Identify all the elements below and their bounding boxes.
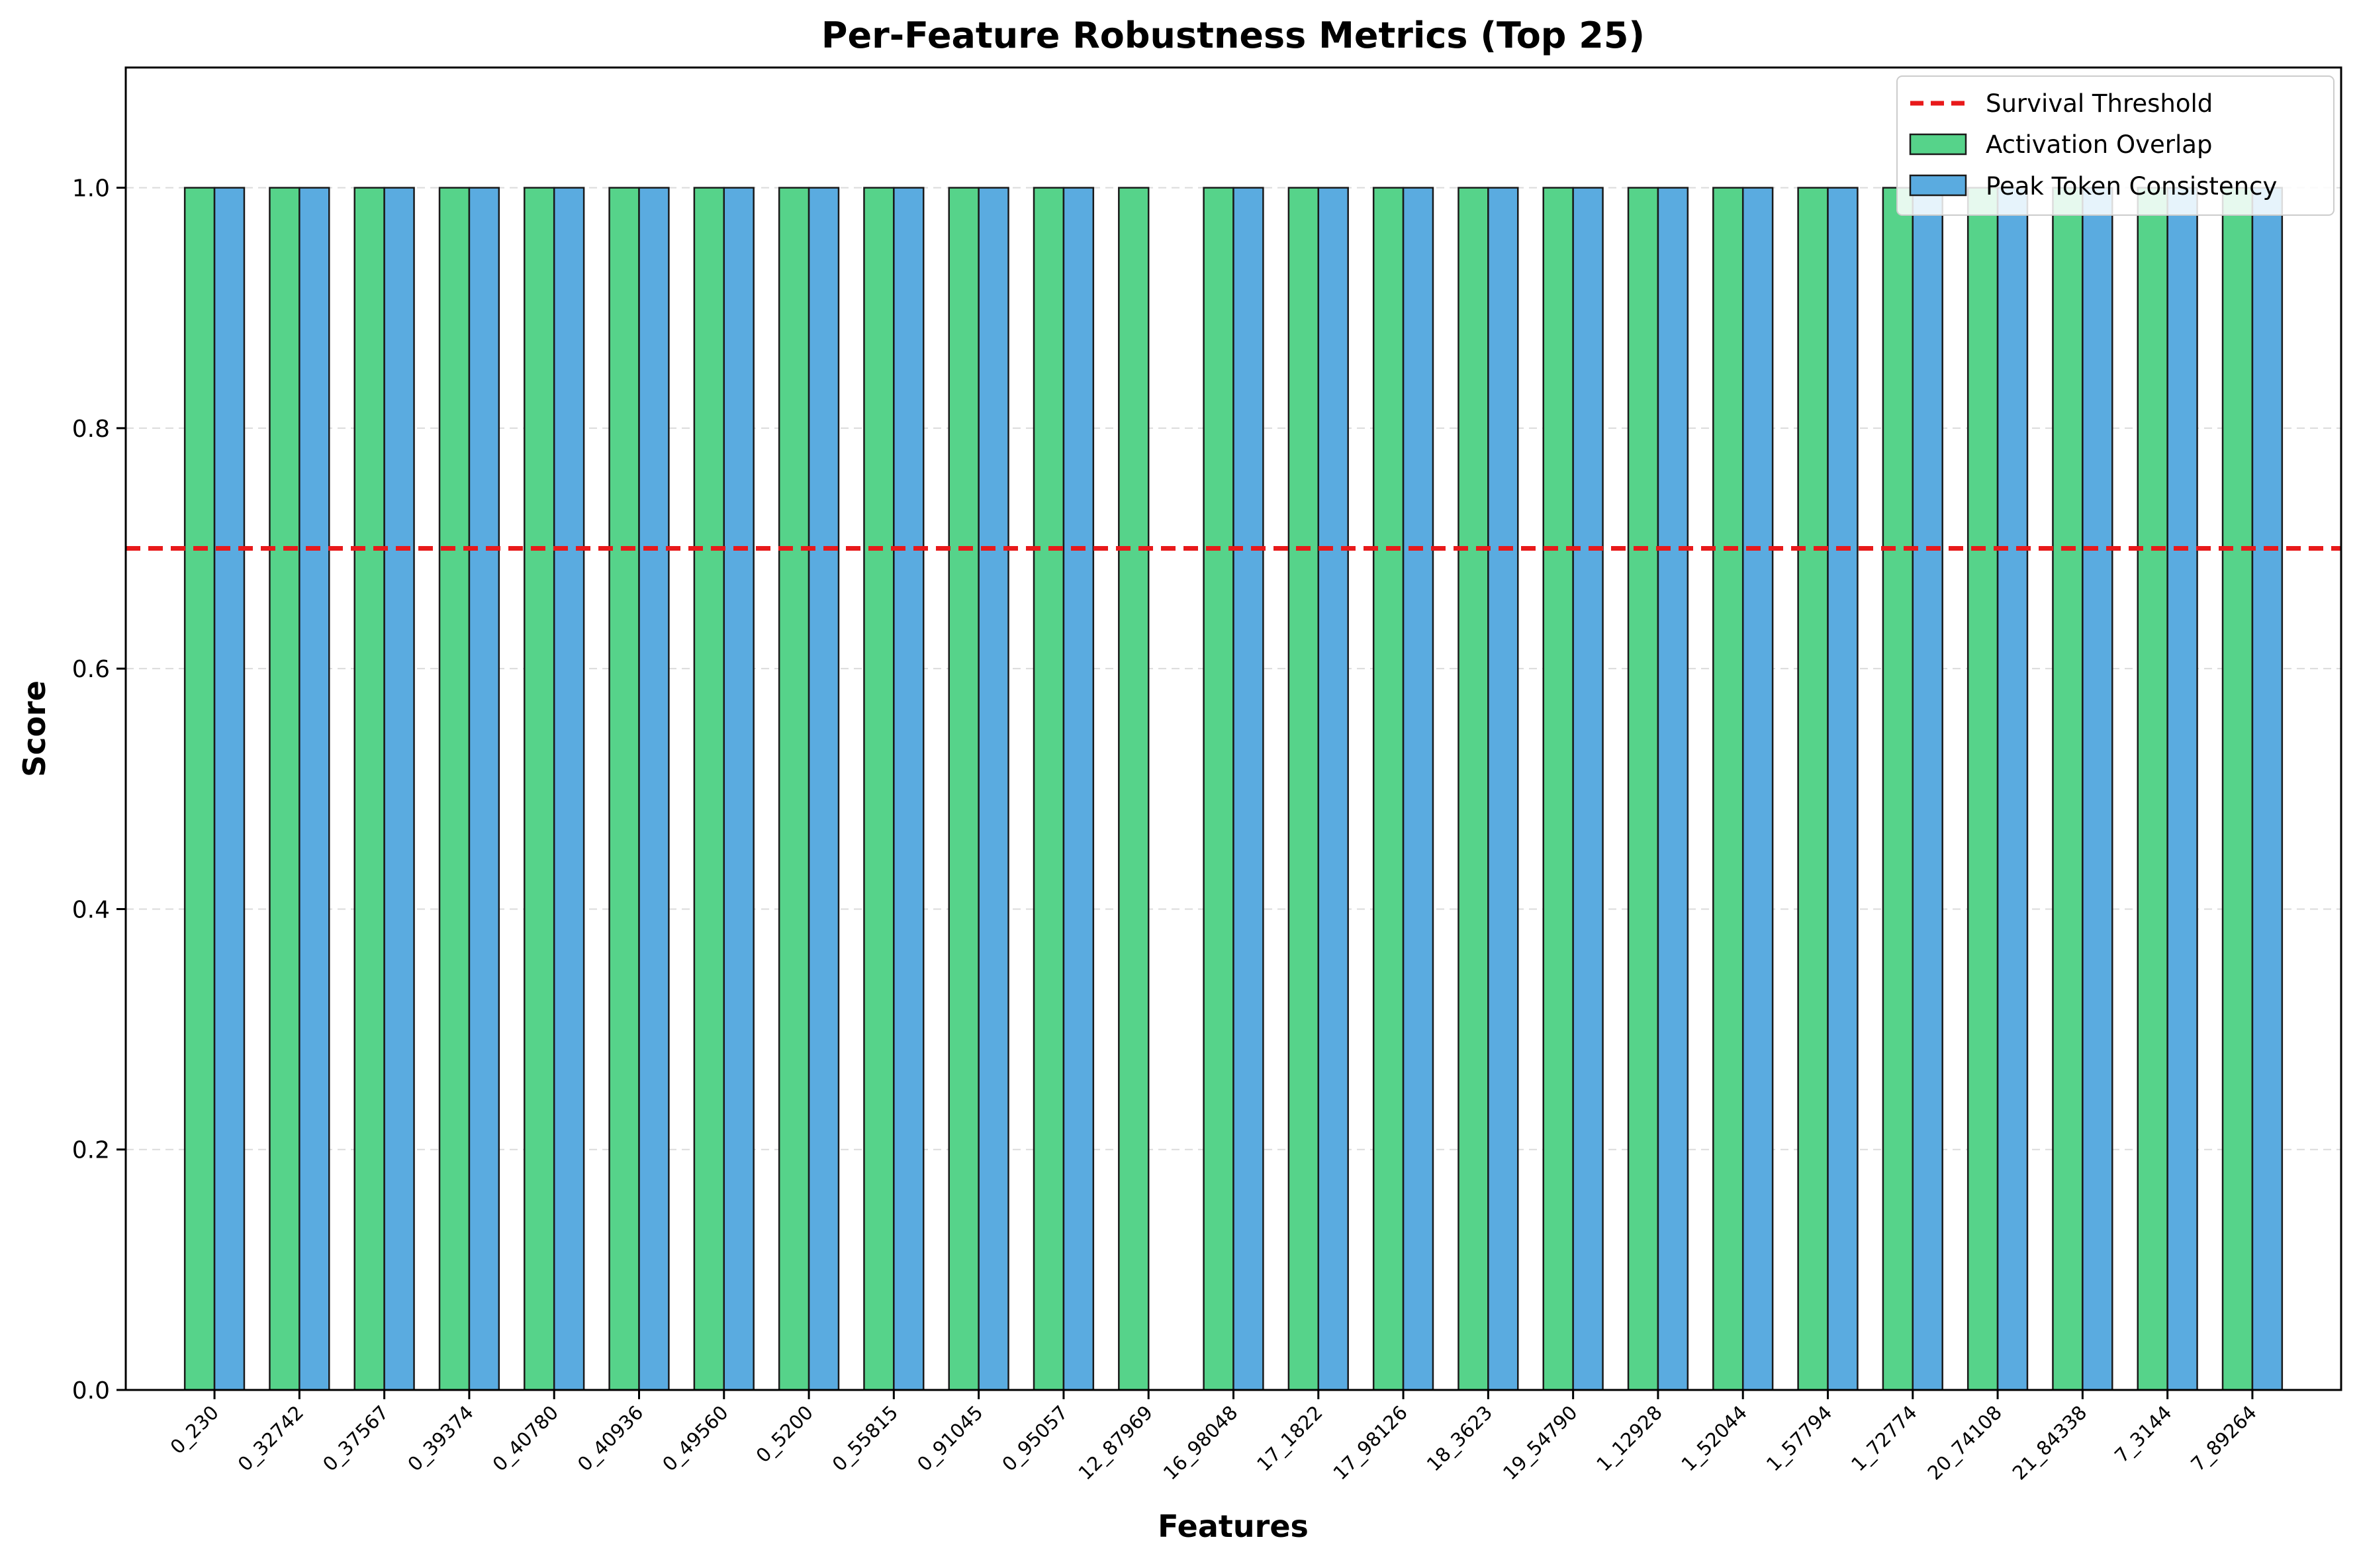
bar-peak-token-consistency-17-1822 xyxy=(1317,187,1349,1391)
bar-peak-token-consistency-0-5200 xyxy=(808,187,840,1391)
legend-peak-token-consistency-swatch xyxy=(1909,174,1967,197)
x-axis-label: Features xyxy=(1158,1508,1309,1544)
bar-peak-token-consistency-18-3623 xyxy=(1487,187,1519,1391)
bar-activation-overlap-1-52044 xyxy=(1712,187,1744,1391)
bar-peak-token-consistency-20-74108 xyxy=(1996,187,2029,1391)
bar-activation-overlap-19-54790 xyxy=(1542,187,1574,1391)
bar-activation-overlap-1-72774 xyxy=(1882,187,1914,1391)
bar-activation-overlap-0-49560 xyxy=(693,187,725,1391)
bar-activation-overlap-0-5200 xyxy=(778,187,810,1391)
bar-peak-token-consistency-0-40780 xyxy=(553,187,585,1391)
bar-peak-token-consistency-1-12928 xyxy=(1657,187,1689,1391)
legend: Survival Threshold Activation Overlap Pe… xyxy=(1896,75,2335,216)
y-tick-label: 0.6 xyxy=(72,656,110,683)
bar-activation-overlap-21-84338 xyxy=(2052,187,2084,1391)
y-tick-label: 1.0 xyxy=(72,175,110,203)
bar-activation-overlap-18-3623 xyxy=(1457,187,1489,1391)
bar-activation-overlap-7-89264 xyxy=(2221,187,2254,1391)
bar-peak-token-consistency-16-98048 xyxy=(1232,187,1264,1391)
bar-peak-token-consistency-0-49560 xyxy=(723,187,755,1391)
bar-peak-token-consistency-19-54790 xyxy=(1572,187,1604,1391)
y-tick-label: 0.2 xyxy=(72,1137,110,1164)
bar-activation-overlap-0-37567 xyxy=(353,187,385,1391)
bar-peak-token-consistency-1-57794 xyxy=(1827,187,1859,1391)
bar-activation-overlap-20-74108 xyxy=(1966,187,1999,1391)
bar-activation-overlap-0-95057 xyxy=(1033,187,1065,1391)
bar-activation-overlap-0-230 xyxy=(183,187,216,1391)
y-axis: 0.0 0.2 0.4 0.6 0.8 1.0 xyxy=(72,175,126,1405)
bar-activation-overlap-12-87969 xyxy=(1118,187,1150,1391)
bar-activation-overlap-0-40780 xyxy=(524,187,555,1391)
bar-peak-token-consistency-0-230 xyxy=(213,187,246,1391)
bar-activation-overlap-0-40936 xyxy=(608,187,640,1391)
bar-peak-token-consistency-7-3144 xyxy=(2166,187,2198,1391)
bar-peak-token-consistency-0-40936 xyxy=(638,187,670,1391)
legend-activation-overlap-label: Activation Overlap xyxy=(1986,130,2212,159)
bar-activation-overlap-7-3144 xyxy=(2137,187,2168,1391)
y-tick-label: 0.8 xyxy=(72,416,110,443)
bar-peak-token-consistency-0-91045 xyxy=(978,187,1009,1391)
bar-activation-overlap-0-32742 xyxy=(269,187,301,1391)
legend-peak-token-consistency-label: Peak Token Consistency xyxy=(1986,172,2277,201)
bar-activation-overlap-17-98126 xyxy=(1372,187,1405,1391)
bar-peak-token-consistency-17-98126 xyxy=(1402,187,1434,1391)
bar-activation-overlap-1-12928 xyxy=(1627,187,1659,1391)
y-axis-label: Score xyxy=(17,680,52,777)
bar-peak-token-consistency-1-52044 xyxy=(1741,187,1774,1391)
bar-peak-token-consistency-0-37567 xyxy=(383,187,415,1391)
bar-peak-token-consistency-0-55815 xyxy=(893,187,925,1391)
bar-peak-token-consistency-7-89264 xyxy=(2251,187,2284,1391)
bar-peak-token-consistency-0-39374 xyxy=(468,187,500,1391)
bar-activation-overlap-16-98048 xyxy=(1203,187,1234,1391)
bar-peak-token-consistency-1-72774 xyxy=(1912,187,1943,1391)
legend-activation-overlap-swatch xyxy=(1909,133,1967,156)
bar-activation-overlap-0-55815 xyxy=(863,187,895,1391)
bars xyxy=(183,187,2284,1391)
chart-title: Per-Feature Robustness Metrics (Top 25) xyxy=(821,15,1645,56)
bar-activation-overlap-0-91045 xyxy=(948,187,980,1391)
y-tick-label: 0.0 xyxy=(72,1377,110,1405)
bar-activation-overlap-17-1822 xyxy=(1287,187,1320,1391)
legend-box xyxy=(1896,75,2335,216)
bar-activation-overlap-0-39374 xyxy=(438,187,471,1391)
bar-peak-token-consistency-0-95057 xyxy=(1062,187,1095,1391)
bar-peak-token-consistency-21-84338 xyxy=(2082,187,2113,1391)
bar-activation-overlap-1-57794 xyxy=(1797,187,1829,1391)
legend-threshold-label: Survival Threshold xyxy=(1986,89,2213,118)
bar-peak-token-consistency-0-32742 xyxy=(299,187,330,1391)
y-tick-label: 0.4 xyxy=(72,896,110,923)
